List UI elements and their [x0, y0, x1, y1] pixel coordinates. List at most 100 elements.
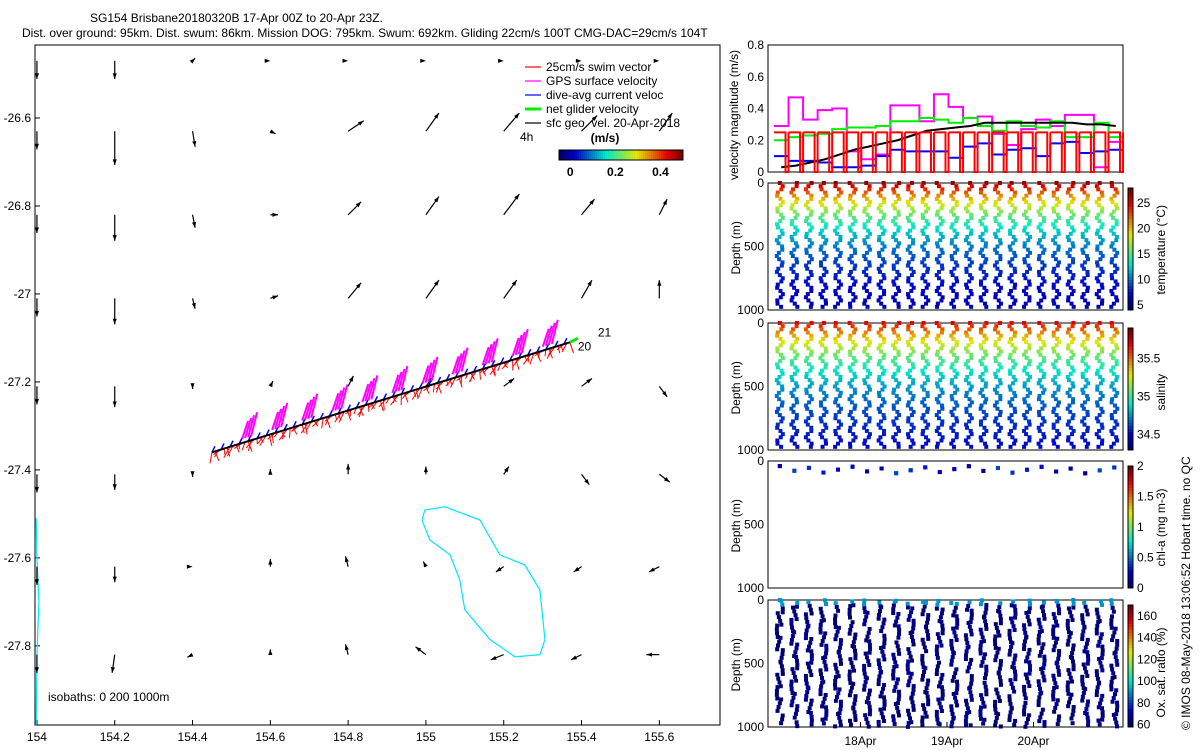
data-point: [935, 441, 940, 446]
data-point: [998, 241, 1003, 246]
data-point: [863, 381, 868, 386]
arrow-head: [663, 477, 670, 483]
data-point: [834, 241, 839, 246]
data-point: [1055, 623, 1060, 628]
data-point: [939, 330, 944, 335]
data-point: [934, 273, 939, 278]
data-point: [1027, 406, 1032, 411]
data-point: [969, 416, 974, 421]
data-point: [1051, 425, 1056, 430]
data-point: [824, 238, 829, 243]
data-point: [1052, 365, 1057, 370]
data-point: [1085, 650, 1090, 655]
data-point: [823, 206, 828, 211]
geo-velocity-arrow: [270, 295, 279, 300]
data-point: [936, 324, 941, 329]
data-point: [1038, 212, 1043, 217]
data-point: [1109, 196, 1114, 201]
data-point: [895, 677, 900, 682]
data-point: [1070, 617, 1075, 622]
data-point: [998, 225, 1003, 230]
data-point: [1111, 355, 1116, 360]
data-point: [949, 193, 954, 198]
arrow-head: [112, 401, 117, 408]
data-point: [978, 709, 983, 714]
data-point: [1113, 187, 1118, 192]
data-point: [1112, 651, 1117, 656]
data-point: [1094, 689, 1099, 694]
data-point: [824, 394, 829, 399]
data-point: [1071, 400, 1076, 405]
data-point: [1042, 662, 1047, 667]
data-point: [837, 435, 842, 440]
data-point: [1100, 668, 1105, 673]
data-point: [954, 435, 959, 440]
data-point: [780, 200, 785, 205]
data-point: [955, 687, 960, 692]
arrow-head: [110, 666, 115, 673]
data-point: [906, 340, 911, 345]
arrow-head: [190, 383, 195, 389]
data-point: [1096, 615, 1101, 620]
data-point: [835, 695, 840, 700]
data-point: [1042, 435, 1047, 440]
data-point: [910, 691, 915, 696]
data-point: [794, 658, 799, 663]
data-point: [850, 238, 855, 243]
colorbar-cell: [1128, 382, 1133, 387]
data-point: [980, 231, 985, 236]
data-point: [955, 703, 960, 708]
colorbar-cell: [1128, 212, 1133, 216]
data-point: [1098, 390, 1103, 395]
data-point: [1115, 724, 1120, 729]
data-point: [1056, 400, 1061, 405]
data-point: [1114, 708, 1119, 713]
data-point: [955, 387, 960, 392]
data-point: [1109, 352, 1114, 357]
data-point: [995, 406, 1000, 411]
colorbar-cell: [1128, 672, 1133, 676]
data-point: [794, 260, 799, 265]
colorbar-cell: [1128, 337, 1133, 341]
data-point: [809, 257, 814, 262]
data-point: [838, 438, 843, 443]
data-point: [1111, 365, 1116, 370]
data-point: [979, 206, 984, 211]
data-point: [774, 692, 779, 697]
data-point: [939, 422, 944, 427]
gps-velocity-vector: [310, 393, 319, 419]
colorbar-cell: [681, 150, 684, 160]
data-point: [848, 349, 853, 354]
data-point: [906, 295, 911, 300]
y-tick-label: -27.2: [4, 375, 32, 389]
data-point: [847, 196, 852, 201]
data-point: [1051, 190, 1056, 195]
data-point: [1036, 381, 1041, 386]
data-point: [1040, 184, 1045, 189]
y-tick-label: -26.8: [4, 199, 32, 213]
data-point: [1057, 184, 1062, 189]
data-point: [891, 263, 896, 268]
data-point: [892, 438, 897, 443]
data-point: [778, 635, 783, 640]
geo-velocity-arrow: [34, 214, 40, 233]
data-point: [1100, 644, 1105, 649]
data-point: [1053, 257, 1058, 262]
data-point: [1071, 384, 1076, 389]
data-point: [1065, 642, 1070, 647]
data-point: [803, 435, 808, 440]
geo-velocity-arrow: [495, 566, 505, 573]
colorbar-cell: [1128, 626, 1133, 630]
y-tick-label: 1000: [737, 303, 764, 317]
colorbar-cell: [1128, 258, 1133, 262]
colorbar-tick-label: 140: [1137, 631, 1157, 645]
data-point: [1111, 609, 1116, 614]
data-point: [1008, 636, 1013, 641]
data-point: [795, 228, 800, 233]
colorbar-tick-label: 5: [1137, 298, 1144, 312]
data-point: [998, 394, 1003, 399]
data-point: [925, 254, 930, 259]
data-point: [984, 336, 989, 341]
data-point: [1109, 384, 1114, 389]
